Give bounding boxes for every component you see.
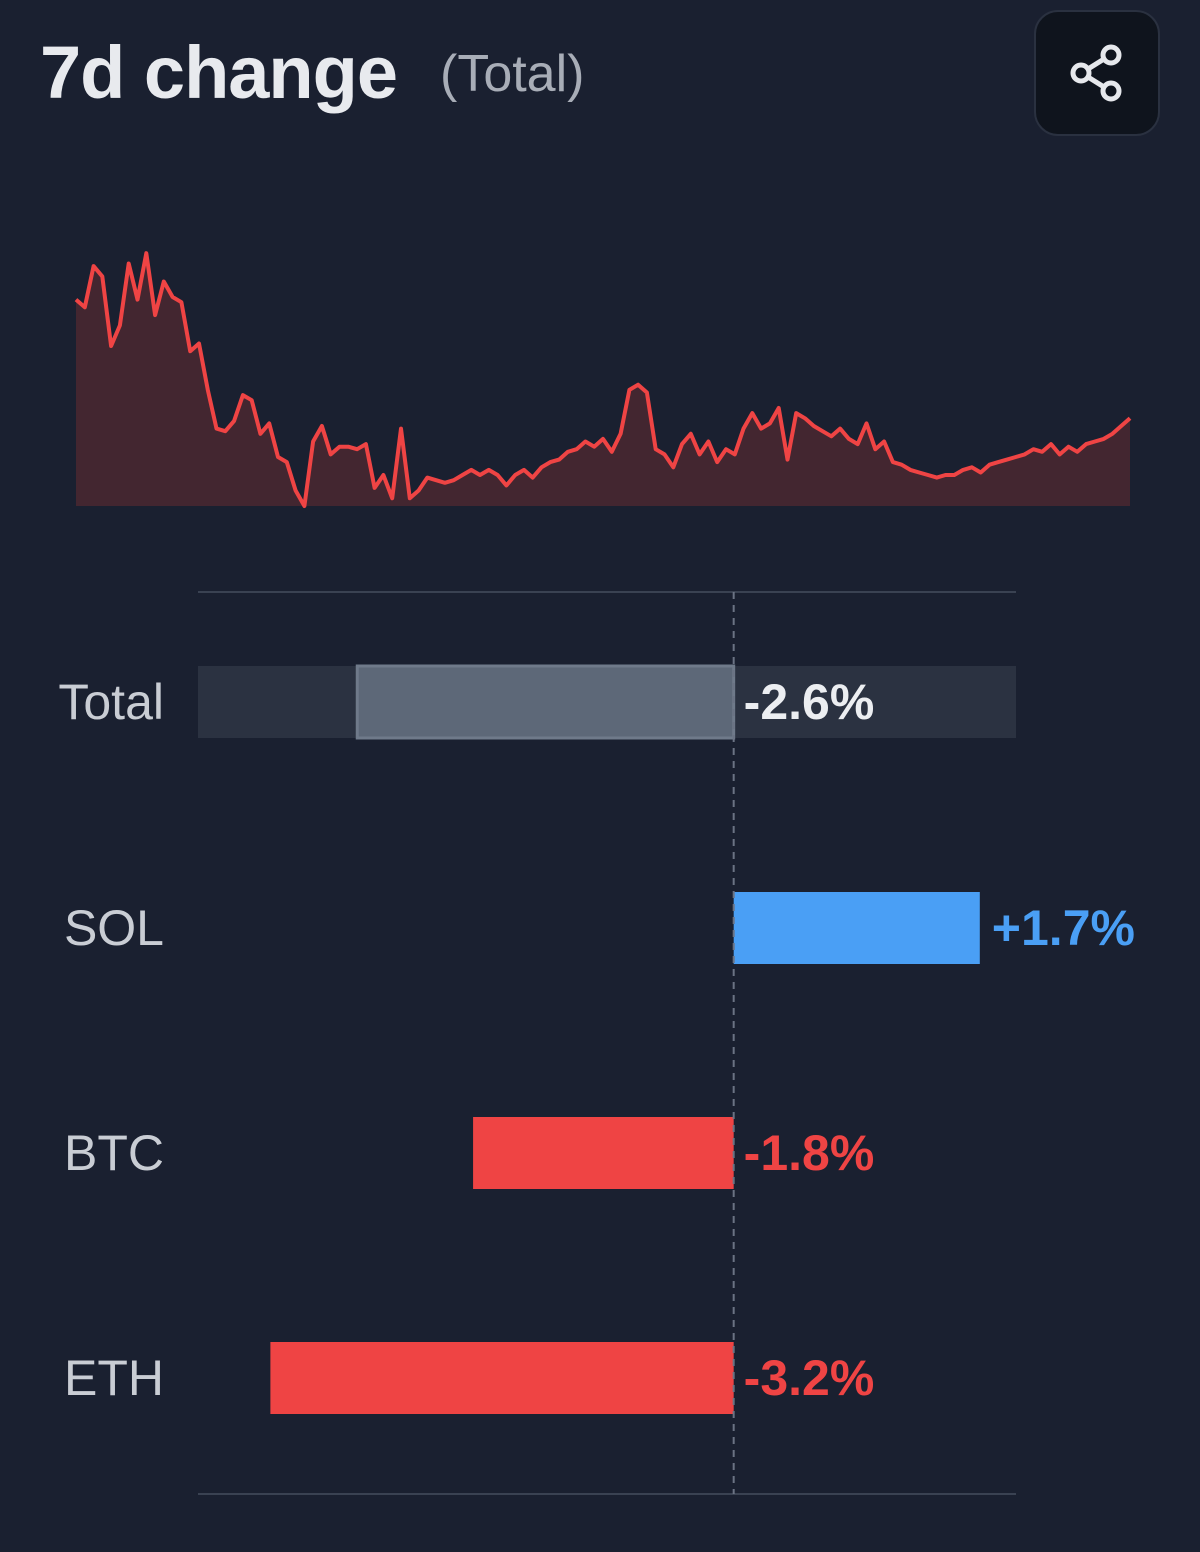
- bar-eth: [270, 1342, 734, 1414]
- sparkline-series: [74, 251, 1132, 508]
- value-label-sol: +1.7%: [992, 900, 1135, 956]
- sparkline-chart: [74, 251, 1132, 508]
- value-label-btc: -1.8%: [744, 1125, 875, 1181]
- share-icon: [1070, 44, 1122, 102]
- category-label-eth: ETH: [64, 1350, 164, 1406]
- card-title: 7d change: [40, 31, 398, 114]
- category-label-sol: SOL: [64, 900, 164, 956]
- bar-btc: [473, 1117, 734, 1189]
- category-label-total: Total: [58, 674, 164, 730]
- bar-total: [355, 664, 736, 740]
- bar-sol: [733, 892, 980, 964]
- change-bar-chart: Total -2.6% SOL +1.7% BTC -1.8% ETH -3.2%: [58, 591, 1135, 1495]
- card-subtitle: (Total): [440, 45, 585, 103]
- category-label-btc: BTC: [64, 1125, 164, 1181]
- sparkline-area: [76, 253, 1130, 506]
- value-label-eth: -3.2%: [744, 1350, 875, 1406]
- value-label-total: -2.6%: [744, 674, 875, 730]
- share-button[interactable]: [1034, 10, 1160, 136]
